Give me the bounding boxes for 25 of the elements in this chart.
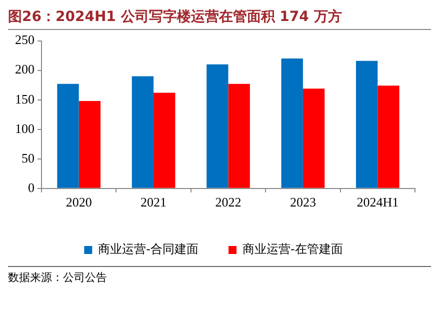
- x-tick-label: 2024H1: [356, 194, 399, 210]
- x-tick-label: 2023: [290, 194, 316, 210]
- bar: [154, 92, 176, 188]
- bar: [57, 84, 79, 188]
- legend-label: 商业运营-在管建面: [242, 242, 343, 256]
- chart-title: 图26：2024H1 公司写字楼运营在管面积 174 万方: [8, 8, 431, 30]
- y-tick-label: 100: [15, 120, 34, 136]
- bar: [378, 86, 400, 188]
- bar: [302, 88, 325, 188]
- legend-label: 商业运营-合同建面: [98, 242, 199, 256]
- y-tick-label: 50: [22, 150, 34, 166]
- bar: [206, 64, 228, 188]
- y-tick-label: 0: [28, 180, 34, 195]
- bar: [356, 60, 378, 188]
- bar: [132, 76, 154, 188]
- x-tick-label: 2020: [66, 194, 92, 210]
- bar: [281, 58, 303, 188]
- bar: [228, 84, 250, 188]
- source-note: 数据来源：公司公告: [8, 270, 108, 285]
- x-tick-label: 2021: [140, 194, 167, 210]
- x-tick-label: 2022: [215, 194, 242, 210]
- y-tick-label: 250: [15, 32, 34, 48]
- bar: [78, 101, 101, 188]
- y-tick-label: 200: [15, 62, 34, 77]
- y-tick-label: 150: [15, 91, 34, 106]
